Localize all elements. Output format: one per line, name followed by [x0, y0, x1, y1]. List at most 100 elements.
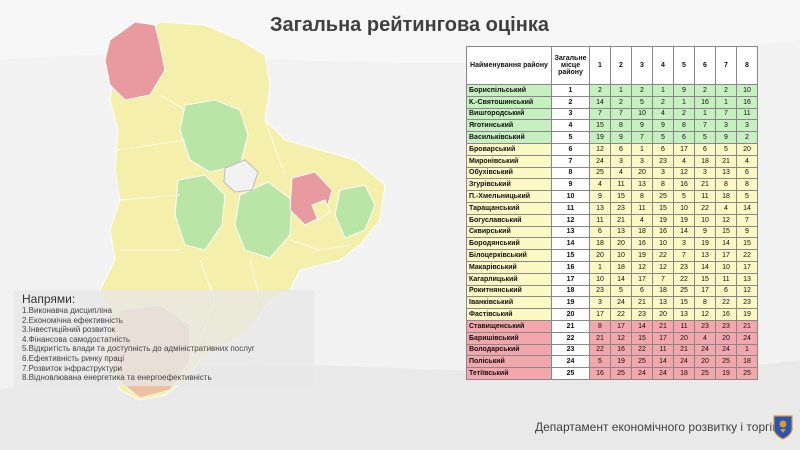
direction-score-1: 24 — [589, 154, 611, 168]
direction-score-7: 12 — [715, 213, 737, 227]
direction-score-8: 12 — [736, 284, 758, 298]
direction-score-1: 22 — [589, 343, 611, 357]
direction-score-7: 11 — [715, 272, 737, 286]
direction-score-4: 17 — [652, 331, 674, 345]
table-row: Богуславський 12 11 21 4 19 19 10 12 7 — [466, 213, 758, 227]
direction-score-8: 14 — [736, 201, 758, 215]
district-place: 8 — [551, 166, 590, 180]
direction-score-3: 17 — [631, 272, 653, 286]
direction-score-4: 5 — [652, 131, 674, 144]
header-direction-4: 4 — [652, 46, 674, 85]
direction-score-3: 14 — [631, 319, 653, 333]
legend-item: 1.Виконавча дисципліна — [22, 306, 112, 315]
district-place: 23 — [551, 343, 590, 357]
direction-score-7: 9 — [715, 131, 737, 144]
map-region-inner-white — [311, 199, 331, 221]
district-name: Бориспільський — [466, 84, 552, 97]
direction-score-6: 22 — [694, 201, 716, 215]
direction-score-2: 15 — [610, 190, 632, 203]
direction-score-1: 5 — [589, 355, 611, 369]
direction-score-7: 1 — [715, 95, 737, 109]
direction-score-1: 8 — [589, 319, 611, 333]
direction-score-2: 21 — [610, 213, 632, 227]
district-name: Тетіївський — [466, 367, 552, 380]
table-row: Баришівський 22 21 12 15 17 20 4 20 24 — [466, 331, 758, 345]
direction-score-2: 5 — [610, 284, 632, 298]
district-place: 9 — [551, 178, 590, 192]
direction-score-3: 7 — [631, 131, 653, 144]
legend-box: Напрями: 1.Виконавча дисципліна 2.Економ… — [14, 290, 314, 386]
direction-score-8: 15 — [736, 237, 758, 251]
direction-score-7: 18 — [715, 190, 737, 203]
direction-score-5: 12 — [673, 166, 695, 180]
direction-score-7: 5 — [715, 142, 737, 156]
direction-score-4: 24 — [652, 367, 674, 380]
direction-score-4: 8 — [652, 178, 674, 192]
district-name: Сквирський — [466, 225, 552, 239]
direction-score-5: 22 — [673, 272, 695, 286]
direction-score-5: 3 — [673, 237, 695, 251]
direction-score-6: 7 — [694, 119, 716, 133]
direction-score-2: 16 — [610, 343, 632, 357]
map-region-yahotynskyi — [334, 184, 376, 239]
table-row: Кагарлицький 17 10 14 17 7 22 15 11 13 — [466, 272, 758, 286]
direction-score-5: 25 — [673, 284, 695, 298]
direction-score-5: 4 — [673, 154, 695, 168]
direction-score-7: 13 — [715, 166, 737, 180]
district-place: 15 — [551, 249, 590, 262]
direction-score-3: 19 — [631, 249, 653, 262]
direction-score-1: 23 — [589, 284, 611, 298]
direction-score-6: 21 — [694, 178, 716, 192]
direction-score-7: 16 — [715, 308, 737, 321]
table-header-row: Найменування району Загальне місце район… — [466, 46, 758, 85]
table-row: Поліський 24 5 19 25 14 24 20 25 18 — [466, 355, 758, 369]
direction-score-5: 13 — [673, 308, 695, 321]
direction-score-7: 17 — [715, 249, 737, 262]
direction-score-6: 3 — [694, 166, 716, 180]
table-row: К.-Святошинський 2 14 2 5 2 1 16 1 16 — [466, 95, 758, 109]
direction-score-1: 19 — [589, 131, 611, 144]
direction-score-4: 18 — [652, 284, 674, 298]
direction-score-8: 2 — [736, 131, 758, 144]
table-row: Яготинський 4 15 8 9 9 8 7 3 3 — [466, 119, 758, 133]
district-name: Броварський — [466, 142, 552, 156]
district-name: К.-Святошинський — [466, 95, 552, 109]
direction-score-5: 11 — [673, 319, 695, 333]
direction-score-4: 3 — [652, 166, 674, 180]
direction-score-4: 13 — [652, 296, 674, 310]
direction-score-7: 6 — [715, 284, 737, 298]
district-place: 16 — [551, 260, 590, 274]
district-name: Поліський — [466, 355, 552, 369]
direction-score-3: 21 — [631, 296, 653, 310]
direction-score-8: 9 — [736, 225, 758, 239]
table-row: Миронівський 7 24 3 3 23 4 18 21 4 — [466, 154, 758, 168]
district-name: Таращанський — [466, 201, 552, 215]
header-direction-5: 5 — [673, 46, 695, 85]
direction-score-2: 11 — [610, 178, 632, 192]
direction-score-3: 25 — [631, 355, 653, 369]
table-row: Бориспільський 1 2 1 2 1 9 2 2 10 — [466, 84, 758, 97]
direction-score-3: 10 — [631, 107, 653, 121]
direction-score-8: 6 — [736, 166, 758, 180]
district-name: Вишгородський — [466, 107, 552, 121]
direction-score-1: 18 — [589, 237, 611, 251]
direction-score-4: 22 — [652, 249, 674, 262]
direction-score-7: 22 — [715, 296, 737, 310]
direction-score-2: 10 — [610, 249, 632, 262]
direction-score-8: 1 — [736, 343, 758, 357]
direction-score-1: 15 — [589, 119, 611, 133]
direction-score-1: 17 — [589, 308, 611, 321]
direction-score-2: 4 — [610, 166, 632, 180]
district-place: 3 — [551, 107, 590, 121]
direction-score-6: 8 — [694, 296, 716, 310]
direction-score-1: 6 — [589, 225, 611, 239]
table-row: Макарівський 16 1 18 12 12 23 14 10 17 — [466, 260, 758, 274]
header-direction-1: 1 — [589, 46, 611, 85]
direction-score-3: 5 — [631, 95, 653, 109]
map-region-poliskyi — [104, 21, 166, 101]
direction-score-2: 18 — [610, 260, 632, 274]
header-place: Загальне місце району — [551, 46, 590, 85]
direction-score-3: 24 — [631, 367, 653, 380]
district-name: Ставищенський — [466, 319, 552, 333]
direction-score-1: 25 — [589, 166, 611, 180]
